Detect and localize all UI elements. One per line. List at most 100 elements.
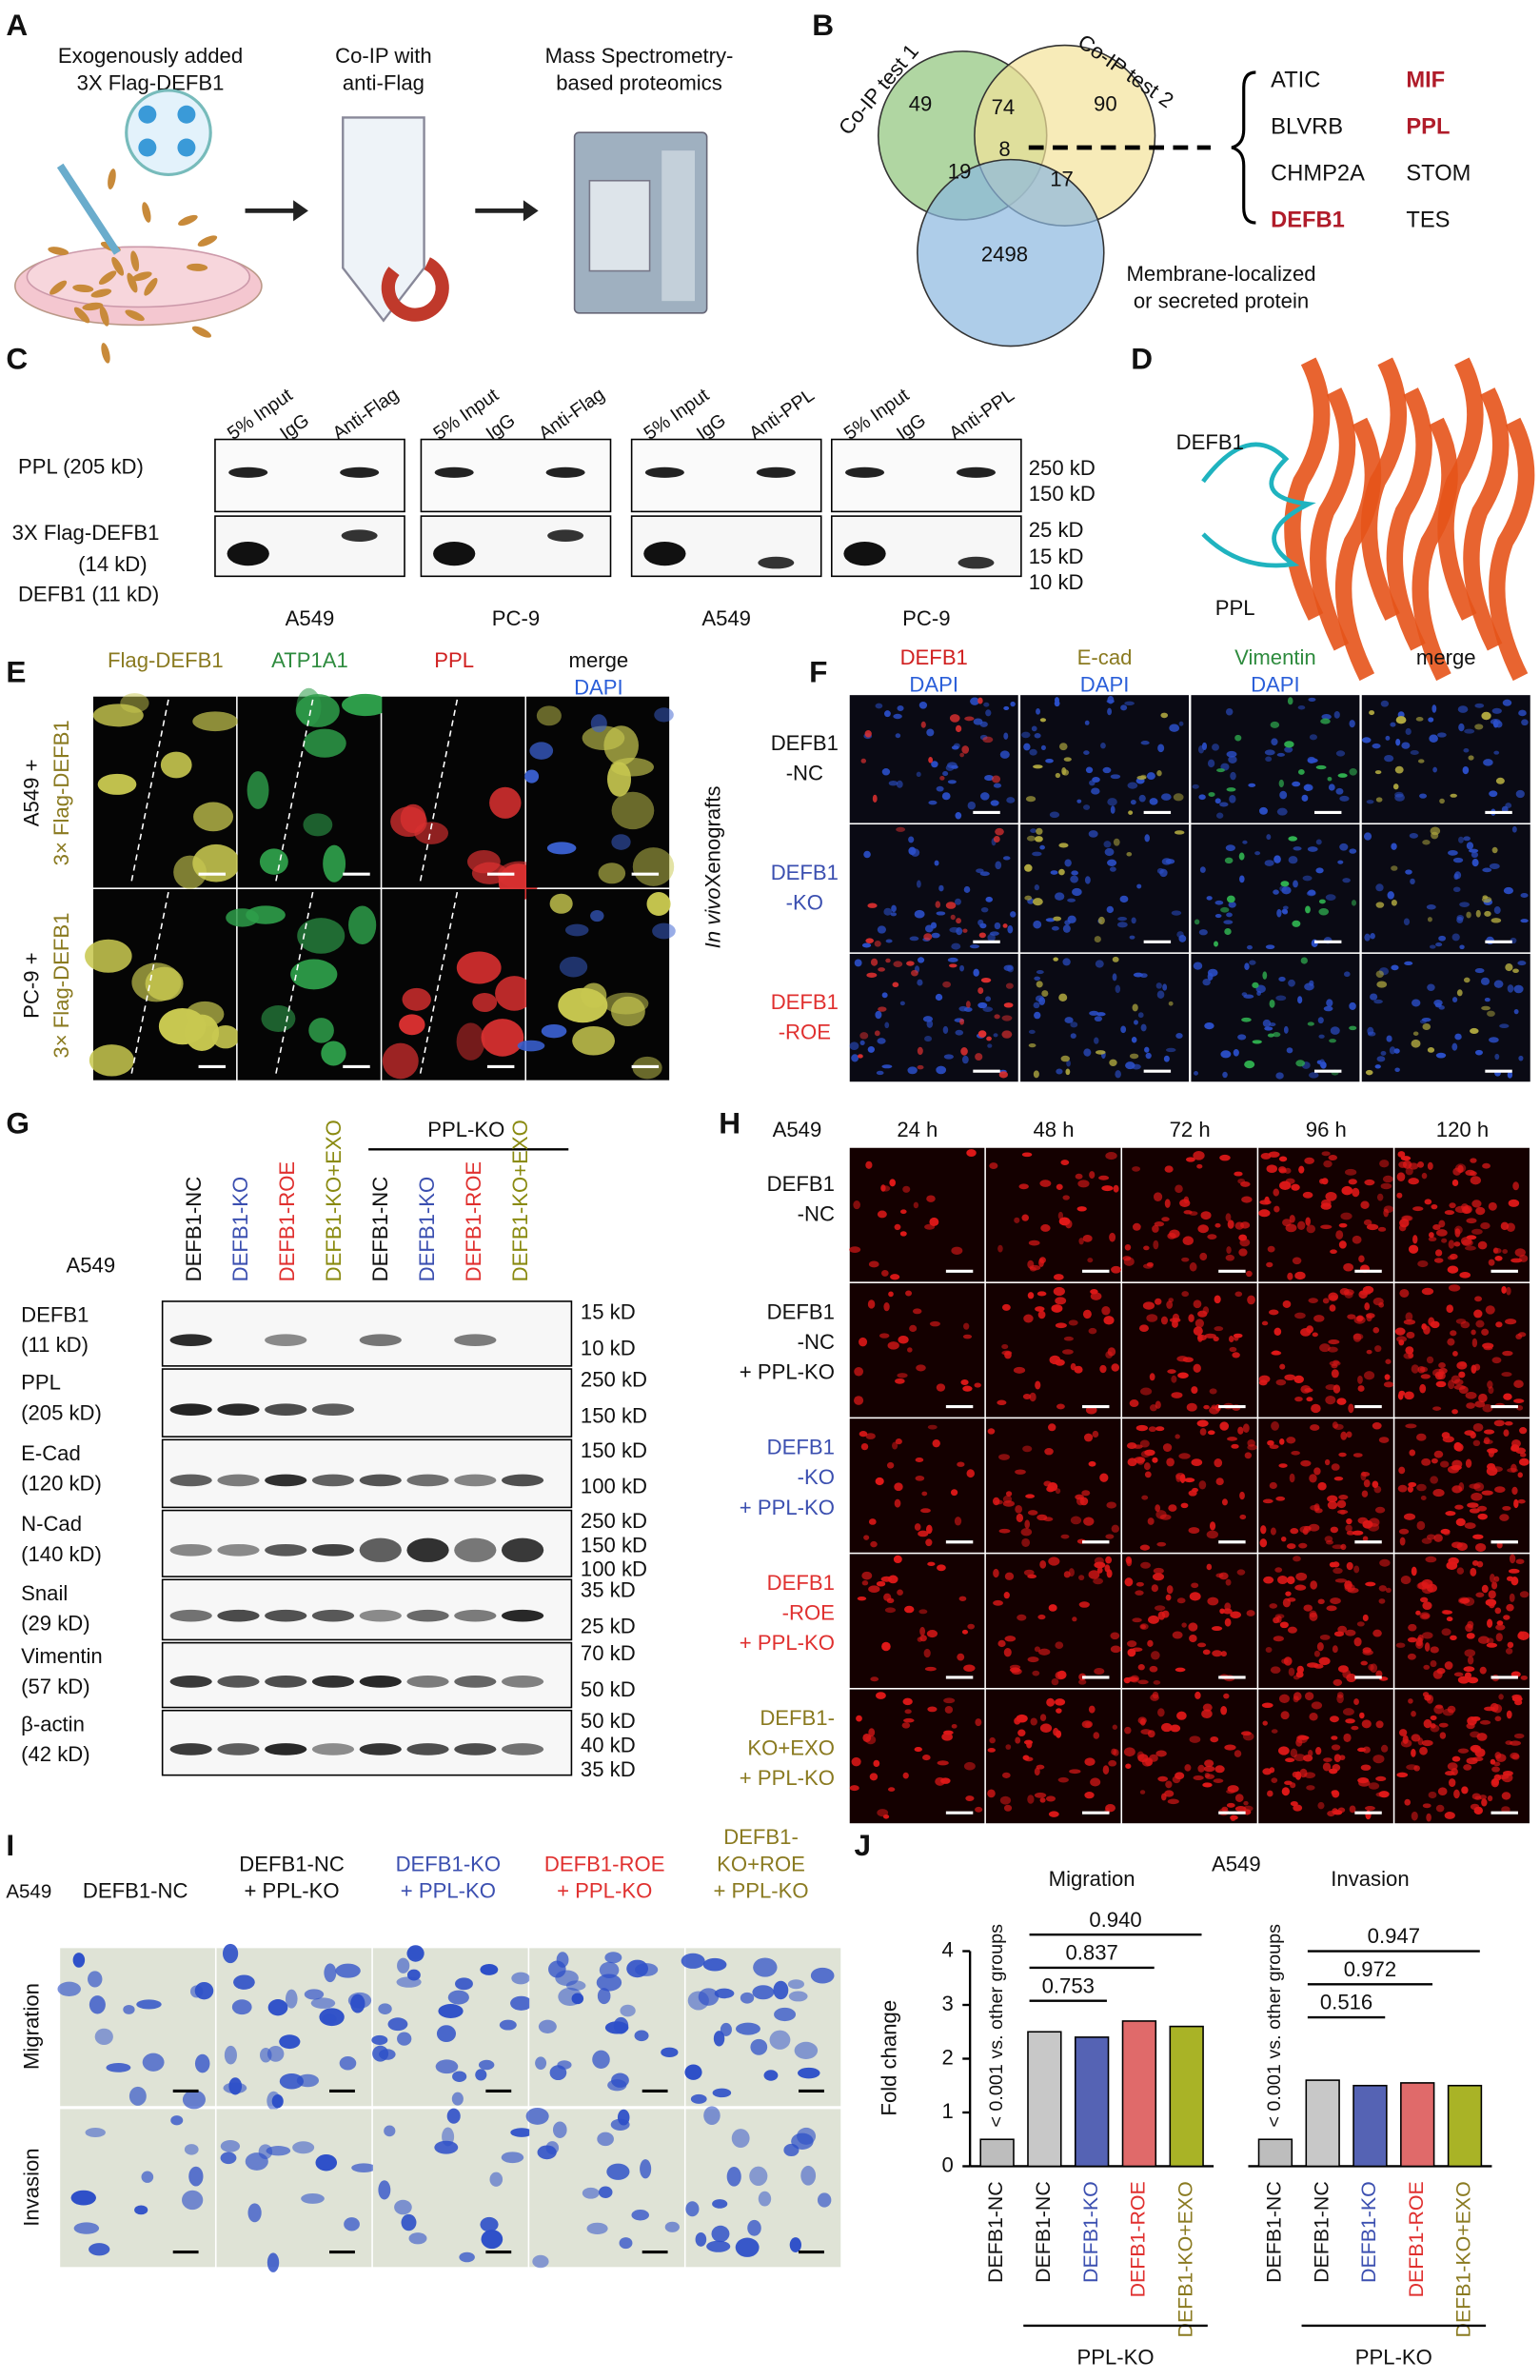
cell — [599, 1961, 620, 1978]
cell — [1343, 971, 1351, 978]
cell — [1317, 1801, 1325, 1810]
y-tick-label: 4 — [941, 1937, 953, 1961]
cell — [1001, 1030, 1013, 1039]
cell-line: PC-9 — [492, 606, 540, 630]
cell — [1409, 833, 1419, 839]
cell — [1002, 923, 1008, 928]
cell — [1140, 1387, 1153, 1396]
cell — [1238, 1234, 1248, 1241]
cell — [1343, 1733, 1352, 1743]
cell — [987, 1043, 993, 1048]
cell — [1284, 1374, 1296, 1381]
cell — [963, 1664, 976, 1672]
cell — [1351, 1725, 1359, 1731]
cell — [1486, 1642, 1498, 1648]
cell — [1085, 1721, 1092, 1728]
cell — [684, 2064, 702, 2080]
cell — [1372, 743, 1381, 749]
cell — [1315, 764, 1327, 770]
cell — [1277, 1575, 1289, 1585]
cell — [1297, 768, 1305, 775]
cell — [1302, 1528, 1309, 1536]
band — [341, 529, 378, 542]
cell — [1276, 807, 1288, 816]
cell — [1403, 1513, 1416, 1520]
cell — [1028, 1029, 1036, 1034]
bar — [1257, 2138, 1293, 2168]
cell — [1286, 1047, 1293, 1054]
venn-count: 8 — [998, 137, 1010, 161]
cell — [1336, 1694, 1344, 1704]
cell — [1189, 1592, 1201, 1601]
cell — [552, 2121, 567, 2138]
cell — [1327, 1811, 1335, 1817]
cell — [1110, 805, 1116, 814]
cell — [1375, 902, 1385, 908]
cell — [1129, 1399, 1139, 1408]
cell — [1294, 1271, 1306, 1280]
cell — [1088, 1570, 1100, 1579]
venn-count: 90 — [1094, 92, 1117, 116]
cell — [1230, 1815, 1238, 1820]
cell — [1363, 1219, 1372, 1226]
cell — [1087, 1258, 1094, 1263]
cell — [1378, 1598, 1386, 1604]
label: -NC — [786, 762, 823, 785]
cell — [197, 235, 218, 247]
cell — [1520, 1452, 1527, 1458]
row-label: DEFB1 — [767, 1571, 835, 1595]
cell — [1024, 863, 1033, 872]
cell — [1005, 1491, 1013, 1497]
cell — [1399, 1537, 1406, 1546]
cell — [1264, 860, 1274, 866]
cell — [1095, 960, 1104, 968]
cell — [1510, 1463, 1517, 1473]
band — [359, 1474, 402, 1487]
cell — [685, 2201, 700, 2217]
cell — [1130, 799, 1136, 805]
cell — [1219, 802, 1229, 807]
cell — [1502, 1505, 1511, 1511]
cell — [1328, 783, 1335, 791]
label: (140 kD) — [21, 1542, 102, 1566]
cell — [1488, 1201, 1497, 1211]
cell — [1445, 1511, 1456, 1517]
cell — [529, 742, 554, 760]
cell — [959, 1019, 965, 1025]
cell — [1422, 840, 1431, 845]
cell — [472, 992, 498, 1012]
cell — [1203, 1404, 1210, 1410]
label: 3X Flag-DEFB1 — [12, 521, 160, 545]
cell — [1027, 1292, 1035, 1299]
cell — [1370, 933, 1375, 940]
cell — [1366, 1223, 1379, 1231]
cell — [1149, 798, 1158, 805]
cell — [1471, 1200, 1482, 1208]
cell — [1083, 1517, 1095, 1526]
label: Migration — [20, 1983, 44, 2070]
cell — [1287, 697, 1293, 705]
cell — [1493, 750, 1500, 755]
cell — [921, 1491, 928, 1497]
cell — [965, 1795, 975, 1802]
cell — [1003, 1592, 1010, 1599]
cell — [977, 697, 983, 704]
cell — [1037, 1310, 1046, 1319]
cell — [916, 880, 921, 888]
cell — [664, 2221, 680, 2232]
cell — [1441, 1628, 1451, 1636]
cell — [899, 1209, 907, 1215]
bar — [1027, 2031, 1062, 2168]
cell — [982, 1006, 994, 1012]
panel-label: J — [854, 1828, 871, 1862]
cell — [1284, 741, 1294, 748]
cell — [1428, 717, 1434, 723]
cell — [1110, 774, 1121, 780]
cell — [321, 1041, 346, 1066]
cell — [1275, 995, 1287, 1002]
cell — [378, 2180, 391, 2200]
cell — [876, 1070, 884, 1076]
cell — [947, 780, 957, 784]
micrograph — [1020, 953, 1190, 1082]
cell — [1308, 1298, 1318, 1304]
